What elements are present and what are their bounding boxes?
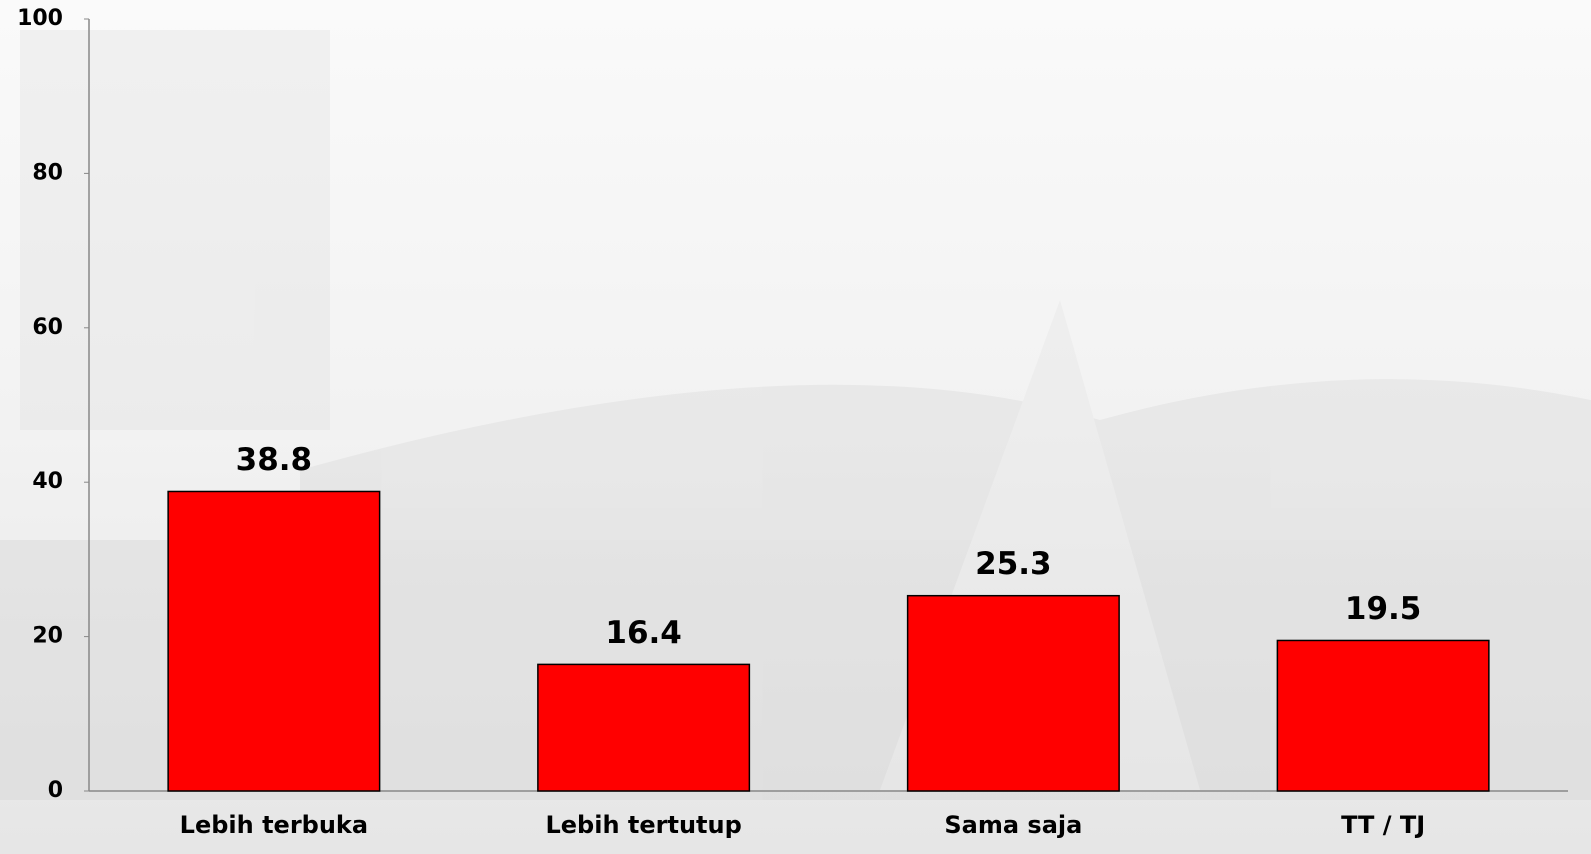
value-label: 38.8: [236, 442, 313, 478]
bar: [1276, 639, 1490, 792]
y-tick-label: 20: [32, 624, 63, 649]
y-tick-label: 0: [48, 778, 63, 803]
bar: [167, 490, 381, 792]
x-tick-label: TT / TJ: [1341, 811, 1425, 839]
bar: [906, 594, 1120, 792]
y-tick-label: 40: [32, 469, 63, 494]
value-label: 16.4: [605, 615, 682, 651]
x-tick-label: Lebih tertutup: [545, 811, 741, 839]
value-label: 25.3: [975, 546, 1052, 582]
y-tick-label: 80: [32, 160, 63, 185]
value-label: 19.5: [1345, 591, 1422, 627]
bar: [537, 663, 751, 792]
x-tick-label: Sama saja: [944, 811, 1082, 839]
y-tick-label: 60: [32, 315, 63, 340]
x-tick-label: Lebih terbuka: [180, 811, 368, 839]
y-tick-label: 100: [17, 6, 63, 31]
